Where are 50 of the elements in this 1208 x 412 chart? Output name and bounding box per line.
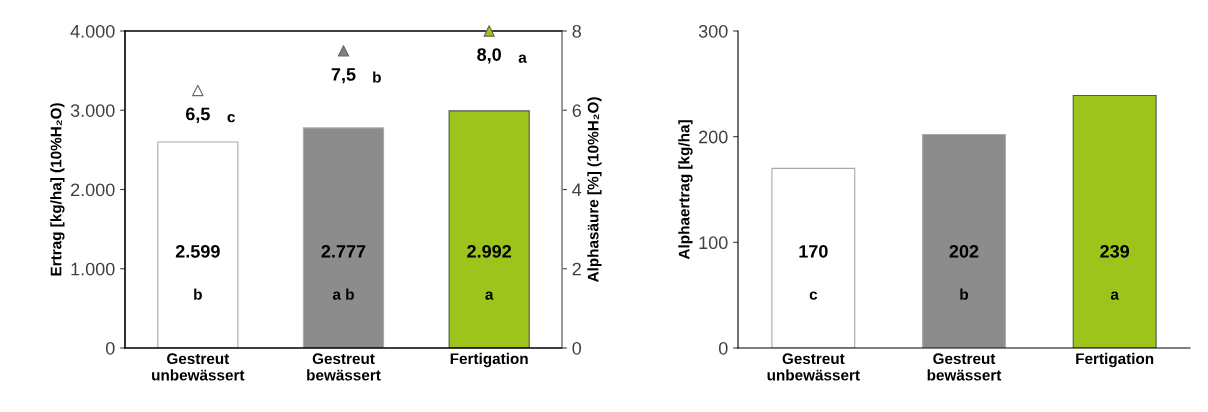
x-tick-label: Gestreut unbewässert — [152, 353, 245, 381]
y-axis-title: Alphaertrag [kg/ha] — [678, 120, 693, 260]
data-label: 239 — [1100, 244, 1130, 258]
y-tick-label: 3.000 — [70, 104, 115, 117]
y2-tick-label: 4 — [572, 183, 582, 197]
annotation: c — [809, 291, 818, 300]
annotation: a — [518, 54, 527, 63]
bar — [1072, 94, 1157, 348]
point — [483, 25, 495, 37]
x-tick-label: Gestreut bewässert — [307, 353, 381, 381]
y-tick-label: 100 — [699, 236, 728, 250]
annotation: a b — [332, 288, 354, 300]
annotation: b — [960, 288, 969, 300]
y-axis-title: Ertrag [kg/ha] (10%H₂O) — [50, 103, 65, 276]
annotation: b — [194, 288, 202, 300]
bar — [157, 141, 239, 348]
bar — [771, 167, 856, 348]
annotation: b — [373, 71, 381, 83]
x-tick-label: Fertigation — [450, 352, 528, 368]
data-label: 2.992 — [467, 244, 512, 258]
data-label: 2.777 — [321, 244, 366, 258]
data-label: 8,0 — [477, 48, 501, 64]
y-tick-label: 2.000 — [71, 183, 115, 197]
bar — [448, 110, 530, 348]
bar — [302, 127, 385, 348]
y-tick-label: 1.000 — [71, 262, 115, 276]
y2-tick-label: 6 — [572, 104, 581, 117]
y2-tick-label: 2 — [572, 262, 581, 276]
annotation: a — [485, 291, 494, 300]
data-label: 2.599 — [175, 244, 220, 258]
x-tick-label: Fertigation — [1076, 352, 1154, 368]
y2-axis-title: Alphasäure [%] (10%H₂O) — [587, 97, 602, 283]
data-label: 7,5 — [331, 68, 356, 84]
data-label: 202 — [949, 244, 979, 258]
y-tick-label: 0 — [105, 341, 115, 355]
point — [192, 84, 204, 97]
y-tick-label: 4.000 — [70, 24, 115, 38]
data-label: 170 — [799, 244, 828, 258]
y-tick-label: 200 — [699, 130, 728, 144]
point — [337, 45, 350, 57]
x-tick-label: Gestreut unbewässert — [767, 353, 860, 381]
y-tick-label: 0 — [718, 341, 728, 355]
data-label: 6,5 — [185, 107, 210, 123]
x-tick-label: Gestreut bewässert — [927, 353, 1002, 381]
annotation: c — [227, 113, 235, 123]
y-tick-label: 300 — [698, 24, 728, 38]
bar — [922, 133, 1006, 348]
y2-tick-label: 0 — [572, 341, 582, 355]
y2-tick-label: 8 — [572, 24, 581, 38]
annotation: a — [1110, 291, 1120, 300]
